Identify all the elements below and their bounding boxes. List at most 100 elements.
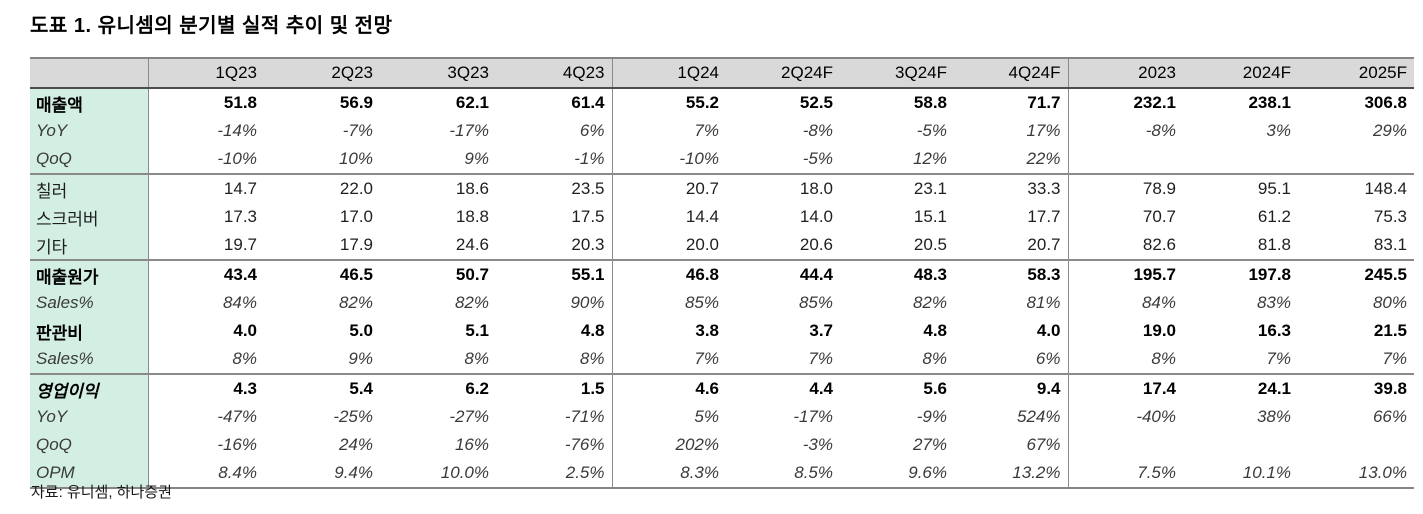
value-cell: 51.8	[223, 93, 257, 112]
value-cell: 39.8	[1298, 373, 1414, 403]
value-cell: 10%	[338, 149, 373, 168]
value-cell: 5.6	[840, 373, 954, 403]
value-cell: 3.8	[695, 321, 719, 340]
value-cell: 17.9	[339, 235, 373, 254]
value-cell: -16%	[217, 435, 257, 454]
value-cell: 4.3	[148, 373, 264, 403]
value-cell: 15.1	[913, 207, 947, 226]
value-cell: 1.5	[496, 373, 613, 403]
table-body: 매출액 51.8 56.9 62.1 61.4 55.2 52.5 58.8 71.7 232.1…	[30, 88, 1414, 488]
value-cell: 5.4	[264, 373, 380, 403]
value-cell: -17%	[449, 121, 489, 140]
value-cell: 50.7	[380, 259, 496, 289]
value-cell: 20.3	[496, 231, 613, 260]
source-note: 자료: 유니셈, 하나증권	[31, 484, 172, 501]
table-row: QoQ -16% 24% 16% -76% 202% -3% 27% 67%	[30, 431, 1414, 459]
value-cell: 80%	[1372, 293, 1407, 312]
row-label: 기타	[30, 231, 149, 260]
column-header: 2023	[1068, 58, 1183, 89]
value-cell: 24%	[338, 435, 373, 454]
value-cell: 7%	[1382, 349, 1407, 368]
row-label: YoY	[30, 117, 149, 145]
value-cell	[1298, 431, 1414, 459]
value-cell: 4.8	[496, 317, 613, 345]
value-cell: 85%	[684, 293, 719, 312]
value-cell: 13.2%	[954, 459, 1069, 488]
table-row: QoQ -10% 10% 9% -1% -10% -5% 12% 22%	[30, 145, 1414, 174]
value-cell: 3.7	[809, 321, 833, 340]
value-cell: 84%	[222, 293, 257, 312]
value-cell: 3%	[1266, 121, 1291, 140]
value-cell: 24.6	[455, 235, 489, 254]
value-cell: 6%	[954, 345, 1069, 374]
value-cell: 8%	[1151, 349, 1176, 368]
value-cell: 2.5%	[496, 459, 613, 488]
value-cell: 20.6	[799, 235, 833, 254]
value-cell	[1068, 431, 1183, 459]
value-cell: 84%	[1141, 293, 1176, 312]
value-cell: -71%	[496, 403, 613, 431]
column-header: 2Q23	[264, 58, 380, 89]
row-label: QoQ	[30, 431, 149, 459]
row-label: Sales%	[30, 289, 149, 317]
row-label: 매출원가	[30, 259, 149, 289]
value-cell: 82%	[912, 293, 947, 312]
value-cell: 21.5	[1373, 321, 1407, 340]
value-cell: 8%	[232, 349, 257, 368]
column-header: 2Q24F	[726, 58, 840, 89]
value-cell: 14.7	[148, 173, 264, 203]
value-cell: 78.9	[1068, 173, 1183, 203]
row-label: 영업이익	[30, 373, 149, 403]
value-cell: 14.4	[685, 207, 719, 226]
table-row: YoY -14% -7% -17% 6% 7% -8% -5% 17% -8% 3% 29%	[30, 117, 1414, 145]
corner-cell	[30, 58, 149, 89]
value-cell: 148.4	[1298, 173, 1414, 203]
value-cell: 20.7	[954, 231, 1069, 260]
value-cell: -40%	[1136, 407, 1176, 426]
value-cell: 19.7	[223, 235, 257, 254]
page-title: 도표 1. 유니셈의 분기별 실적 추이 및 전망	[30, 15, 393, 37]
value-cell: 23.5	[496, 173, 613, 203]
value-cell: 58.3	[954, 259, 1069, 289]
value-cell: 70.7	[1142, 207, 1176, 226]
value-cell: 5%	[694, 407, 719, 426]
value-cell: 20.7	[612, 173, 726, 203]
value-cell: 14.0	[799, 207, 833, 226]
table-row: 매출액 51.8 56.9 62.1 61.4 55.2 52.5 58.8 71.7 232.1…	[30, 88, 1414, 117]
value-cell: 55.1	[496, 259, 613, 289]
value-cell: 27%	[912, 435, 947, 454]
value-cell: 6.2	[380, 373, 496, 403]
value-cell: 7%	[694, 349, 719, 368]
value-cell: 8%	[496, 345, 613, 374]
row-label: YoY	[30, 403, 149, 431]
value-cell	[1183, 145, 1298, 174]
table-row: OPM 8.4% 9.4% 10.0% 2.5% 8.3% 8.5% 9.6% 13.2% 7.5…	[30, 459, 1414, 488]
value-cell: -14%	[217, 121, 257, 140]
value-cell: 85%	[798, 293, 833, 312]
value-cell: 13.0%	[1358, 463, 1407, 482]
value-cell: 19.0	[1142, 321, 1176, 340]
value-cell: 197.8	[1183, 259, 1298, 289]
value-cell: 90%	[496, 289, 613, 317]
value-cell: 71.7	[954, 88, 1069, 117]
value-cell: -8%	[1145, 121, 1176, 140]
value-cell: 8.3%	[680, 463, 719, 482]
value-cell: -25%	[333, 407, 373, 426]
value-cell: 10.1%	[1242, 463, 1291, 482]
value-cell: -1%	[496, 145, 613, 174]
value-cell: 8%	[922, 349, 947, 368]
value-cell: 22%	[954, 145, 1069, 174]
column-header: 3Q23	[380, 58, 496, 89]
value-cell: 8.5%	[794, 463, 833, 482]
value-cell: 22.0	[264, 173, 380, 203]
table-row: 매출원가 43.4 46.5 50.7 55.1 46.8 44.4 48.3 58.3 195.…	[30, 259, 1414, 289]
value-cell: -7%	[342, 121, 373, 140]
value-cell: 8%	[464, 349, 489, 368]
value-cell: 9.6%	[908, 463, 947, 482]
value-cell: 16%	[454, 435, 489, 454]
column-header: 1Q23	[148, 58, 264, 89]
value-cell: 61.4	[496, 88, 613, 117]
value-cell: 9%	[348, 349, 373, 368]
value-cell: 4.4	[726, 373, 840, 403]
value-cell	[1298, 145, 1414, 174]
